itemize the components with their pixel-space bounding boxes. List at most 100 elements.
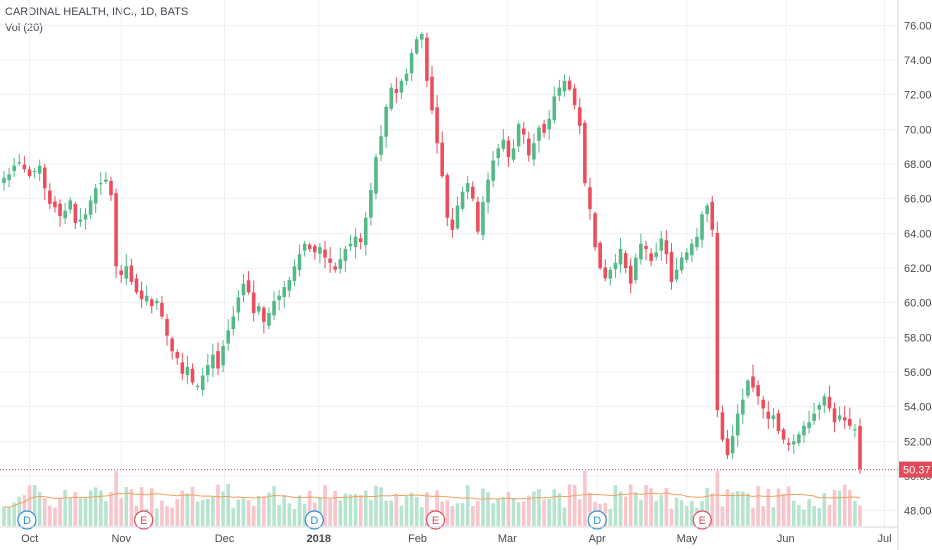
volume-bar [827,504,832,526]
volume-bar [603,503,608,526]
candle-body [379,136,383,155]
candle-body [333,266,337,270]
candle-body [679,257,684,271]
candle-body [139,290,144,300]
volume-bar [649,488,653,526]
time-tick-label: Apr [589,533,606,545]
volume-bar [496,498,501,526]
candle-body [343,248,348,261]
volume-bar [58,497,62,526]
volume-bar [404,496,409,526]
volume-bar [822,493,827,526]
volume-bar [766,488,771,526]
volume-bar [705,487,709,526]
volume-bar [160,500,164,526]
volume-bar [267,492,271,526]
candle-body [746,380,750,396]
candle-body [756,385,760,397]
candle-body [470,186,475,199]
candle-body [425,37,429,81]
candle-body [695,236,699,248]
candle-body [338,259,343,269]
candle-body [200,375,205,390]
volume-bar [588,492,592,526]
time-tick-label: 2018 [307,533,331,545]
candle-body [842,417,847,421]
candle-body [684,252,689,260]
volume-bar [22,495,27,526]
volume-bar [333,490,337,526]
last-price-label: 50.37 [903,465,931,477]
volume-bar [506,491,511,526]
candle-body [170,338,174,352]
candle-body [180,362,185,374]
volume-bar [384,500,388,526]
candle-body [827,396,832,409]
marker-label: D [593,515,601,527]
volume-bar [664,488,669,526]
candle-body [313,245,317,253]
price-candles [2,32,862,474]
volume-bar [323,485,327,526]
candle-body [797,434,801,444]
volume-bar [358,495,363,526]
candle-body [83,214,88,220]
volume-bar [409,492,414,526]
volume-bar [797,505,801,526]
price-tick-label: 70.00 [904,124,932,136]
candle-body [394,89,399,93]
volume-bar [679,500,684,526]
candle-body [603,267,608,279]
volume-bar [297,495,302,526]
candle-body [175,352,180,359]
candle-body [664,240,669,255]
candle-body [63,210,67,219]
candle-body [725,438,730,456]
marker-circle [692,510,712,530]
volume-bar [124,487,129,526]
candle-body [420,34,424,40]
candle-body [735,413,740,436]
volume-bar [63,490,67,526]
volume-bar [628,484,633,526]
price-tick-label: 60.00 [904,298,932,310]
candle-body [328,258,332,263]
candle-body [807,422,811,429]
volume-bar [786,486,791,526]
volume-bar [414,497,419,526]
volume-bar [562,507,567,526]
candle-body [730,436,735,454]
candle-body [557,87,562,96]
volume-bar [425,492,429,526]
volume-bar [450,506,455,526]
candle-body [251,292,256,314]
candle-body [690,243,694,256]
price-tick-label: 74.00 [904,55,932,67]
marker-label: E [699,515,706,527]
candle-body [542,123,546,133]
volume-bar [246,500,251,526]
candle-body [848,419,852,426]
volume-bar [583,470,587,526]
volume-bar [853,500,857,526]
volume-bar [241,498,246,526]
volume-bar [521,501,526,526]
volume-bar [516,502,521,526]
volume-bar [251,505,256,526]
marker-label: D [23,515,31,527]
volume-bar [623,496,628,526]
volume-bar [639,499,643,526]
volume-bar [155,508,159,526]
candle-body [216,351,220,369]
candle-body [104,179,108,182]
candle-body [537,127,541,141]
candle-body [78,219,83,222]
candle-body [766,411,771,419]
candle-body [160,302,164,317]
volume-bar [552,489,557,526]
candle-body [501,139,506,149]
candle-body [68,200,73,210]
candle-body [109,180,113,196]
